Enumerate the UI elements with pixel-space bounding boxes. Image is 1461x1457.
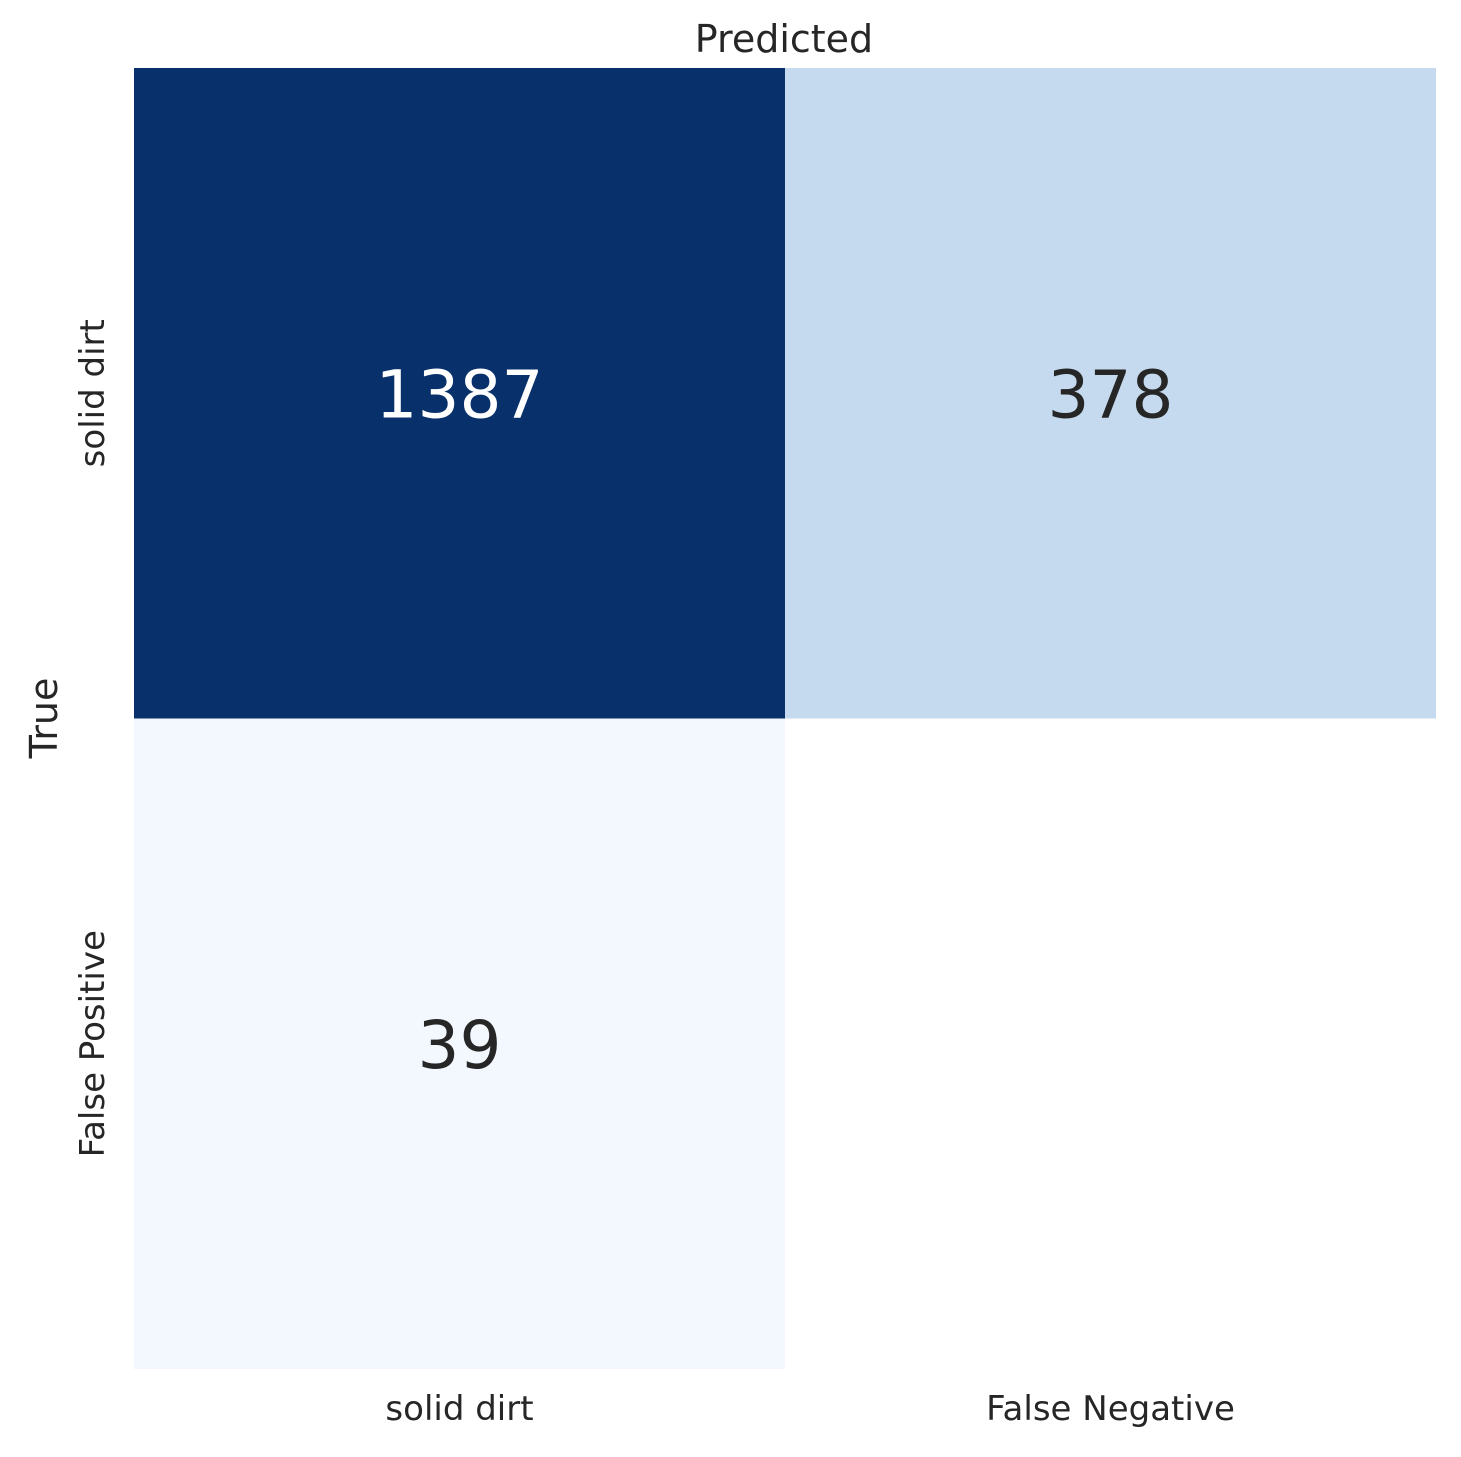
- heatmap-cell-r0-c1: [785, 68, 1436, 719]
- cell-value-label-r0-c1: 378: [1048, 356, 1174, 433]
- y-tick-label-1: False Positive: [73, 930, 113, 1157]
- heatmap-cell-labels: 1387 378 39: [376, 356, 1174, 1084]
- cell-value-label-r0-c0: 1387: [376, 356, 544, 433]
- x-tick-label-1: False Negative: [986, 1389, 1235, 1429]
- y-axis-label: True: [22, 678, 66, 760]
- heatmap-cell-r1-c1: [785, 718, 1436, 1369]
- cell-value-label-r1-c0: 39: [418, 1007, 502, 1084]
- heatmap-cell-r0-c0: [134, 68, 785, 719]
- axis-tick-labels: solid dirt False Negative solid dirt False …: [73, 319, 1235, 1429]
- y-tick-label-0: solid dirt: [73, 319, 113, 467]
- chart-title: Predicted: [695, 17, 873, 61]
- heatmap-cell-r1-c0: [134, 718, 785, 1369]
- x-tick-label-0: solid dirt: [385, 1389, 533, 1429]
- heatmap-cells: [134, 68, 1436, 1369]
